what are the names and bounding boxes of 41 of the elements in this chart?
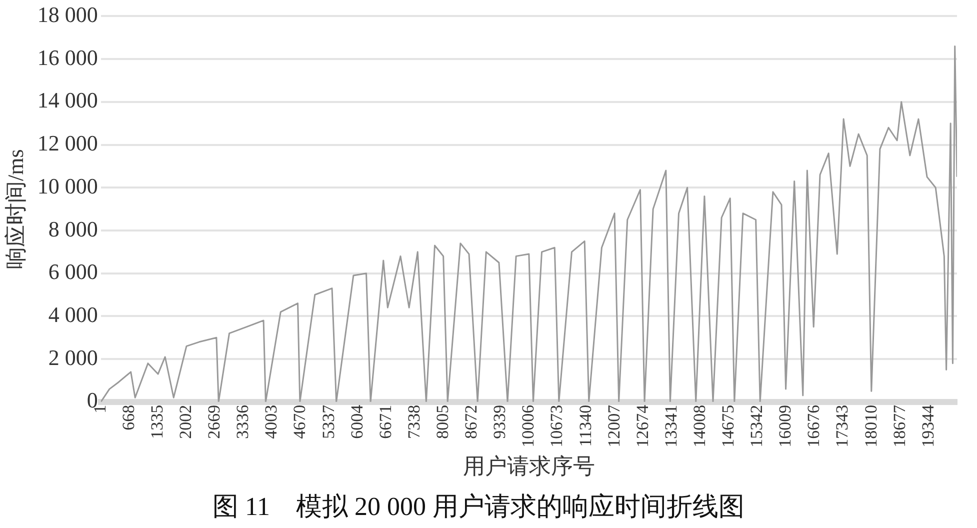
x-tick-label: 18677 (890, 404, 909, 448)
x-tick-label: 8672 (462, 404, 481, 439)
text: 图 11 模拟 20 000 用户请求的响应时间折线图 (212, 492, 745, 522)
x-tick-label: 14008 (690, 404, 709, 448)
y-tick-label: 4 000 (48, 302, 98, 327)
x-tick-label: 9339 (490, 404, 510, 439)
x-tick-label: 16009 (776, 404, 795, 448)
x-tick-label: 2002 (176, 404, 196, 439)
x-tick-label: 13341 (661, 404, 680, 448)
y-tick-label: 2 000 (48, 344, 98, 370)
y-tick-label: 6 000 (48, 259, 98, 284)
x-tick-label: 11340 (576, 404, 595, 447)
x-tick-label: 1335 (147, 404, 166, 439)
x-tick-label: 8005 (432, 404, 452, 439)
x-tick-label: 4003 (262, 404, 281, 439)
y-tick-label: 10 000 (37, 173, 98, 198)
x-tick-label: 15342 (747, 404, 766, 448)
y-tick-label: 14 000 (37, 88, 98, 113)
y-axis-title: 响应时间/ms (2, 149, 28, 269)
x-tick-label: 17343 (832, 404, 852, 448)
x-tick-label: 6671 (376, 404, 395, 439)
x-tick-label: 6004 (347, 404, 366, 439)
y-tick-label: 12 000 (37, 130, 98, 156)
x-tick-label: 14675 (718, 404, 738, 448)
x-tick-label: 10673 (547, 404, 566, 448)
x-tick-label: 12007 (604, 404, 624, 448)
x-tick-label: 2669 (204, 404, 224, 439)
x-tick-label: 3336 (233, 404, 252, 439)
y-tick-label: 16 000 (37, 44, 98, 70)
x-tick-label: 16676 (804, 404, 824, 448)
y-tick-label: 18 000 (37, 2, 98, 27)
x-tick-label: 18010 (861, 404, 880, 448)
x-tick-label: 7338 (404, 404, 424, 439)
x-tick-label: 4670 (290, 404, 310, 439)
y-tick-label: 8 000 (48, 216, 98, 242)
x-tick-label: 668 (118, 404, 138, 430)
x-tick-label: 10006 (518, 404, 538, 448)
x-tick-label: 5337 (318, 404, 338, 439)
x-tick-label: 12674 (632, 404, 652, 448)
x-axis-title: 用户请求序号 (462, 453, 595, 478)
x-tick-label: 19344 (918, 404, 938, 448)
